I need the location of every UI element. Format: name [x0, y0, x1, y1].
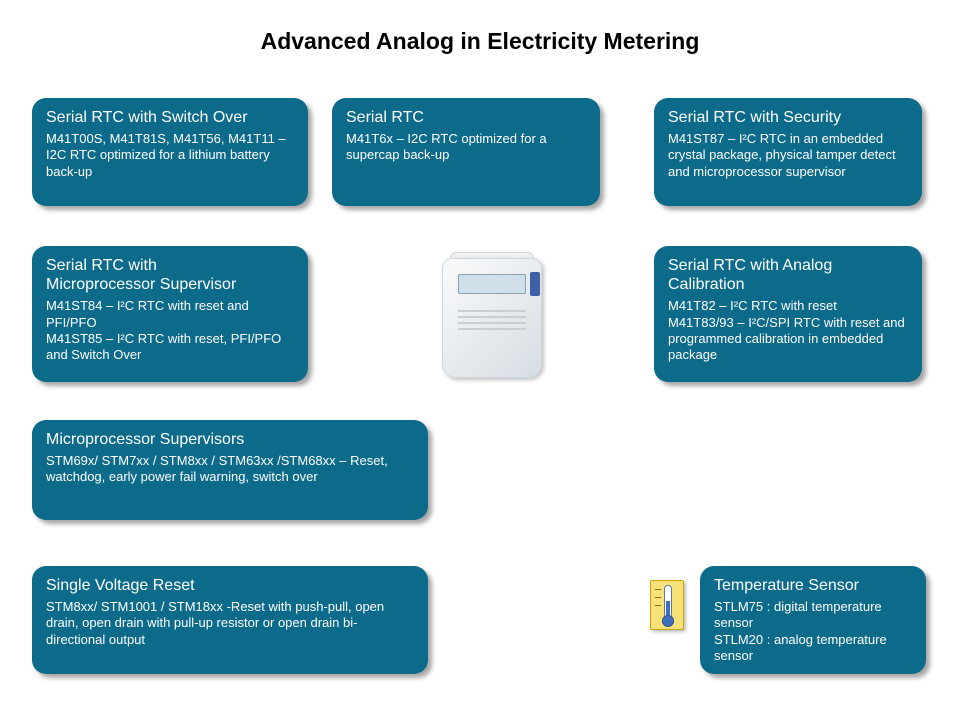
card-microprocessor-supervisors: Microprocessor Supervisors STM69x/ STM7x…: [32, 420, 428, 520]
card-rtc-analog-calibration: Serial RTC with Analog Calibration M41T8…: [654, 246, 922, 382]
page-title: Advanced Analog in Electricity Metering: [0, 28, 960, 55]
thermometer-icon: [650, 580, 684, 630]
card-title: Single Voltage Reset: [46, 576, 414, 595]
card-body: M41ST87 – I²C RTC in an embedded crystal…: [668, 131, 908, 180]
card-title: Serial RTC: [346, 108, 586, 127]
card-rtc-serial: Serial RTC M41T6x – I2C RTC optimized fo…: [332, 98, 600, 206]
card-body: STM8xx/ STM1001 / STM18xx -Reset with pu…: [46, 599, 414, 648]
card-title: Serial RTC withMicroprocessor Supervisor: [46, 256, 294, 294]
card-body: M41T00S, M41T81S, M41T56, M41T11 – I2C R…: [46, 131, 294, 180]
card-title: Serial RTC with Analog Calibration: [668, 256, 908, 294]
meter-icon: [432, 248, 552, 388]
card-body: STLM75 : digital temperature sensorSTLM2…: [714, 599, 912, 664]
card-title: Serial RTC with Switch Over: [46, 108, 294, 127]
card-rtc-micro-supervisor: Serial RTC withMicroprocessor Supervisor…: [32, 246, 308, 382]
card-title: Temperature Sensor: [714, 576, 912, 595]
card-body: M41T82 – I²C RTC with resetM41T83/93 – I…: [668, 298, 908, 363]
card-body: STM69x/ STM7xx / STM8xx / STM63xx /STM68…: [46, 453, 414, 486]
card-rtc-security: Serial RTC with Security M41ST87 – I²C R…: [654, 98, 922, 206]
card-rtc-switchover: Serial RTC with Switch Over M41T00S, M41…: [32, 98, 308, 206]
card-single-voltage-reset: Single Voltage Reset STM8xx/ STM1001 / S…: [32, 566, 428, 674]
card-title: Serial RTC with Security: [668, 108, 908, 127]
card-body: M41T6x – I2C RTC optimized for a superca…: [346, 131, 586, 164]
card-temperature-sensor: Temperature Sensor STLM75 : digital temp…: [700, 566, 926, 674]
card-body: M41ST84 – I²C RTC with reset and PFI/PFO…: [46, 298, 294, 363]
card-title: Microprocessor Supervisors: [46, 430, 414, 449]
